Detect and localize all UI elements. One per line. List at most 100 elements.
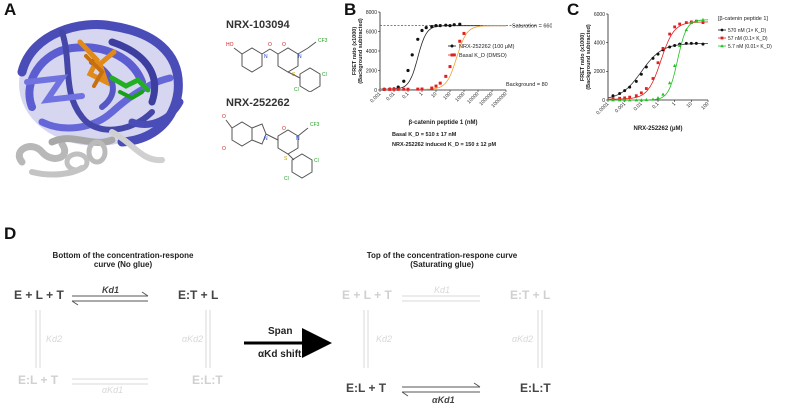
data-point (611, 98, 615, 102)
svg-text:Cl: Cl (322, 72, 327, 78)
x-tick-label: 1 (671, 101, 677, 107)
data-point (420, 28, 424, 33)
right-kd1: Kd1 (434, 285, 451, 295)
y-tick-label: 4000 (366, 49, 377, 55)
x-tick-label: 0.001 (369, 91, 382, 104)
data-point (402, 79, 406, 83)
svg-text:Cl: Cl (314, 158, 319, 164)
data-point (458, 39, 462, 43)
y-tick-label: 2000 (594, 69, 605, 75)
right-ELT2: E:L:T (520, 381, 551, 395)
data-point (392, 87, 396, 91)
data-point (678, 22, 682, 26)
svg-text:Cl: Cl (284, 176, 289, 182)
y-axis-label-2: (Background subtracted) (586, 24, 592, 90)
data-point (452, 23, 456, 27)
fit-curve-0 (607, 43, 708, 99)
data-point (673, 44, 677, 48)
y-tick-label: 0 (602, 98, 605, 104)
left-title-line-2: curve (No glue) (93, 260, 153, 269)
data-point (420, 87, 424, 91)
chart-b-note-1: Basal K_D = 510 ± 17 nM (392, 132, 457, 138)
left-title: Bottom of the concentration-respone curv… (48, 251, 198, 269)
chart-b: 0 2000 4000 6000 8000 0.001 0.01 0.1 1 10 100 1000 1… (352, 10, 552, 126)
data-point (628, 95, 632, 99)
data-point (396, 87, 400, 91)
svg-text:N: N (298, 54, 302, 60)
data-point (668, 45, 672, 49)
data-point (701, 21, 705, 24)
left-title-line-1: Bottom of the concentration-respone (52, 251, 194, 260)
svg-text:N: N (264, 136, 268, 142)
compound-1-name: NRX-103094 (226, 19, 290, 31)
x-tick-label: 1000 (454, 91, 466, 103)
legend-marker (720, 36, 724, 40)
right-title: Top of the concentration-respone curve (… (352, 251, 532, 269)
data-point (416, 37, 420, 41)
data-point (611, 94, 615, 98)
saturation-label: Saturation = 6600 (512, 24, 552, 30)
svg-text:N: N (264, 54, 268, 60)
left-ELT: E + L + T (14, 288, 64, 302)
data-point (639, 91, 643, 95)
background-label: Background = 80 (506, 82, 548, 88)
data-point (424, 26, 428, 30)
data-point (667, 81, 672, 85)
compound-2-name: NRX-252262 (226, 97, 290, 109)
x-tick-label: 0.1 (651, 101, 660, 110)
left-kd2: Kd2 (46, 334, 63, 344)
data-point (628, 85, 632, 89)
data-point (684, 21, 688, 24)
data-point (684, 27, 689, 32)
data-point (444, 74, 448, 78)
y-tick-label: 0 (374, 88, 377, 94)
x-tick-label: 0.1 (401, 91, 410, 100)
x-tick-label: 1000000 (490, 91, 508, 109)
data-point (627, 98, 632, 102)
data-point (651, 77, 655, 80)
data-point (661, 47, 665, 50)
data-point (634, 79, 638, 83)
svg-text:HO: HO (226, 42, 234, 48)
fit-curve-2 (608, 19, 708, 101)
svg-text:N: N (296, 136, 300, 142)
panel-label-d: D (4, 224, 17, 243)
data-point (673, 25, 677, 29)
data-point (656, 61, 660, 65)
compound-1-structure: HO O O N N CF3 S Cl Cl (226, 38, 328, 92)
left-ETL: E:T + L (178, 288, 219, 302)
fit-curve-1 (380, 25, 506, 90)
y-tick-label: 4000 (594, 40, 605, 46)
panel-label-c: C (567, 0, 580, 19)
y-axis-label: FRET ratio (x1000) (580, 33, 586, 81)
svg-text:O: O (282, 42, 286, 48)
data-point (656, 96, 660, 100)
right-title-line-1: Top of the concentration-respone curve (366, 251, 518, 260)
data-point (617, 98, 622, 102)
x-axis-label: NRX-252262 (μM) (633, 126, 682, 132)
legend-title: [β-catenin peptide 1] (718, 16, 768, 22)
fit-curve-1 (608, 21, 709, 100)
x-axis-label: β-catenin peptide 1 (nM) (409, 120, 478, 126)
left-akd1: αKd1 (102, 385, 124, 395)
chart-b-note-2: NRX-252262 induced K_D = 150 ± 12 pM (392, 142, 497, 148)
x-tick-label: 100 (700, 101, 710, 111)
data-point (448, 65, 452, 69)
x-tick-label: 100 (442, 91, 452, 101)
data-point (639, 72, 643, 76)
compound-2-structure: O O N O N CF3 S Cl Cl (222, 114, 320, 182)
span-label: Span (268, 326, 293, 337)
data-point (430, 86, 434, 90)
panel-label-a: A (4, 0, 17, 19)
data-point (701, 42, 705, 46)
legend-label: 570 nM (1× K_D) (728, 28, 767, 34)
x-tick-label: 0.01 (633, 101, 644, 112)
protein-structure-image (16, 20, 184, 178)
data-point (618, 92, 622, 96)
x-tick-label: 0.01 (385, 91, 396, 102)
data-point (651, 56, 655, 60)
data-point (402, 87, 406, 91)
data-point (684, 41, 688, 45)
right-akd1: αKd1 (432, 395, 455, 405)
data-point (644, 87, 648, 90)
